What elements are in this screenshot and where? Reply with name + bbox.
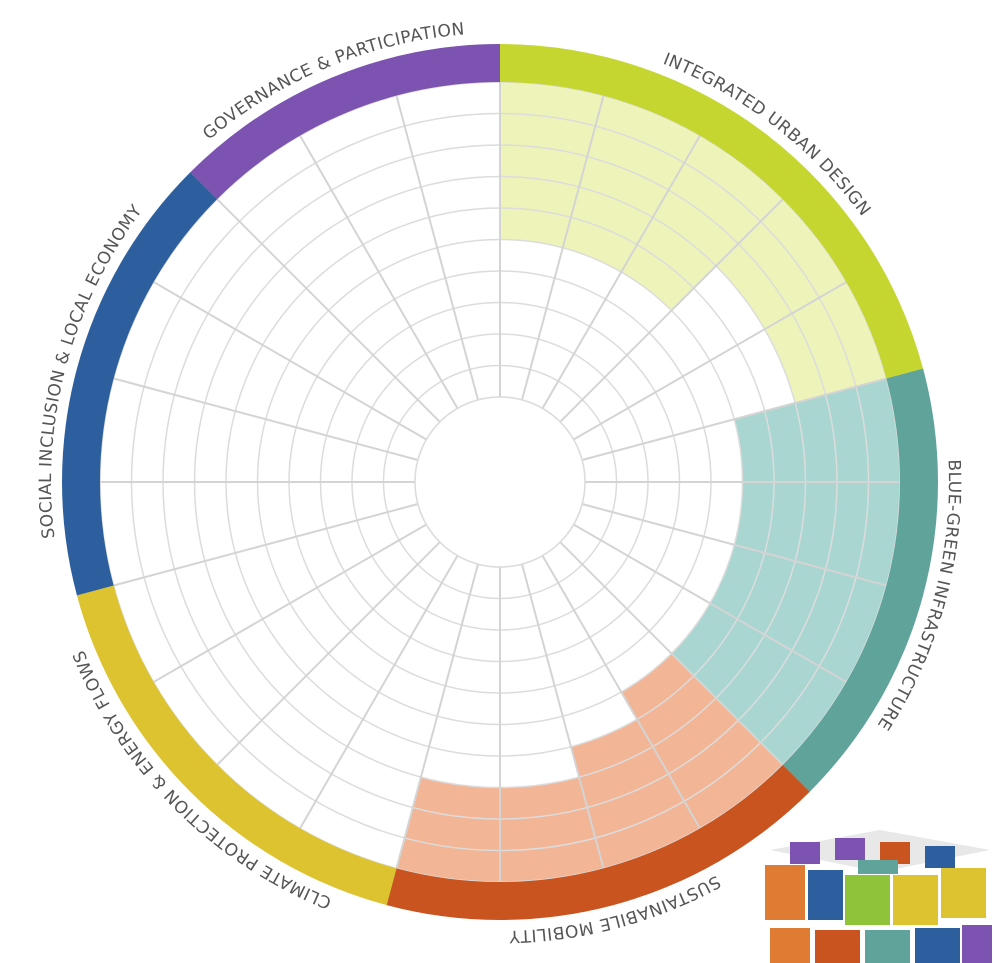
tile xyxy=(865,930,910,963)
tile xyxy=(962,925,992,963)
tile xyxy=(770,928,810,963)
spoke xyxy=(385,563,479,906)
spoke xyxy=(385,58,479,401)
spoke xyxy=(189,171,441,423)
bar xyxy=(396,777,500,882)
tile xyxy=(893,875,938,925)
category-ring xyxy=(500,44,924,379)
tile xyxy=(815,930,860,963)
tile xyxy=(790,842,820,864)
center-hole xyxy=(414,396,586,568)
spoke xyxy=(573,262,880,441)
spoke xyxy=(280,555,459,862)
tile xyxy=(915,928,960,963)
tile xyxy=(845,875,890,925)
cube-decoration xyxy=(765,830,992,963)
spoke xyxy=(120,262,427,441)
tile xyxy=(835,838,865,860)
tile xyxy=(941,868,986,918)
spoke xyxy=(559,541,811,793)
bar xyxy=(621,653,783,829)
tile xyxy=(765,865,805,920)
category-ring xyxy=(386,764,810,920)
bar xyxy=(716,199,847,330)
tile xyxy=(880,842,910,864)
tile xyxy=(925,846,955,868)
bar xyxy=(500,777,604,882)
category-ring xyxy=(76,585,397,906)
bar xyxy=(562,95,700,272)
bar xyxy=(500,82,604,248)
category-ring xyxy=(782,368,938,792)
tile xyxy=(808,870,843,920)
bar xyxy=(734,482,900,586)
spoke xyxy=(573,523,880,702)
spoke xyxy=(189,541,441,793)
spoke xyxy=(521,58,615,401)
spoke xyxy=(76,503,419,597)
spoke xyxy=(76,367,419,461)
bar xyxy=(710,544,887,682)
bar xyxy=(570,719,700,869)
spoke xyxy=(280,102,459,409)
spoke xyxy=(541,102,720,409)
spoke xyxy=(521,563,615,906)
spoke xyxy=(559,171,811,423)
spoke xyxy=(581,367,924,461)
bar xyxy=(734,378,900,482)
category-ring xyxy=(62,172,218,596)
bar xyxy=(621,135,783,311)
spoke xyxy=(120,523,427,702)
spoke xyxy=(541,555,720,862)
tile xyxy=(858,860,898,874)
category-ring xyxy=(190,44,500,200)
ring xyxy=(62,44,938,920)
spoke xyxy=(581,503,924,597)
bar xyxy=(671,603,847,765)
